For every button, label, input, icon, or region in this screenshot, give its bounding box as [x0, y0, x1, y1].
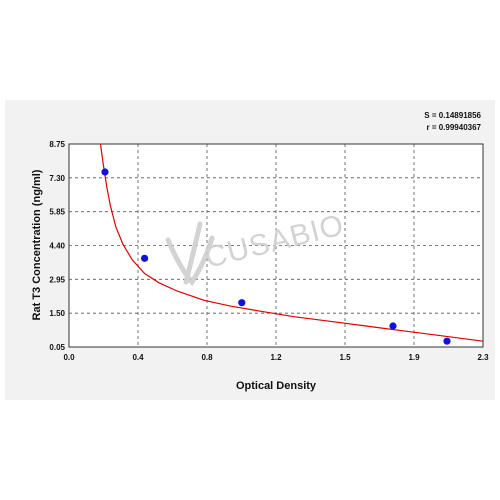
- y-tick-labels: 0.05 1.50 2.95 4.40 5.85 7.30 8.75: [49, 140, 65, 352]
- x-axis-title: Optical Density: [236, 380, 317, 392]
- grid: [69, 144, 483, 347]
- points-layer: [101, 168, 451, 345]
- cusabio-logo-icon: [165, 221, 215, 287]
- data-point: [238, 299, 246, 307]
- fit-curve-layer: [99, 143, 484, 342]
- x-tick-label: 1.2: [270, 353, 282, 362]
- x-tick-label: 1.9: [408, 353, 420, 362]
- x-tick-label: 0.0: [63, 353, 75, 362]
- y-tick-label: 0.05: [49, 343, 65, 352]
- y-tick-label: 8.75: [49, 140, 65, 149]
- data-point: [389, 322, 397, 330]
- y-tick-label: 7.30: [49, 174, 65, 183]
- data-point: [101, 168, 109, 176]
- y-tick-label: 5.85: [49, 208, 65, 217]
- stat-r: r = 0.99940367: [427, 123, 482, 132]
- data-point: [443, 337, 451, 345]
- stat-s: S = 0.14891856: [424, 111, 481, 120]
- x-tick-labels: 0.0 0.4 0.8 1.2 1.5 1.9 2.3: [63, 353, 489, 362]
- y-tick-label: 2.95: [49, 275, 65, 284]
- y-tick-label: 1.50: [49, 309, 65, 318]
- y-axis-title: Rat T3 Concentration (ng/ml): [31, 169, 43, 320]
- y-tick-label: 4.40: [49, 242, 65, 251]
- x-tick-label: 0.4: [132, 353, 144, 362]
- x-tick-label: 1.5: [339, 353, 351, 362]
- fit-curve: [99, 143, 484, 342]
- data-point: [141, 254, 149, 262]
- x-tick-label: 0.8: [201, 353, 213, 362]
- x-tick-label: 2.3: [477, 353, 489, 362]
